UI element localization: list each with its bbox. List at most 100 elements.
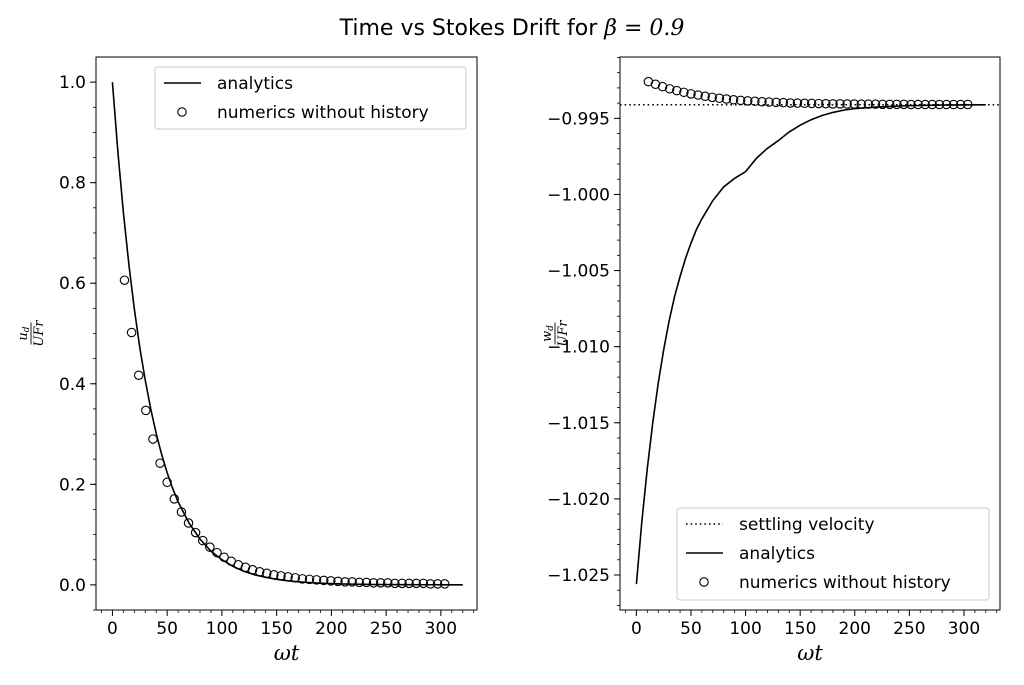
left-legend-numerics-without-history-marker [177,107,187,117]
left-numerics-without-history-point [390,578,400,589]
right-y-label-denominator: UFr [556,320,571,347]
right-x-tick-label: 50 [680,619,702,639]
right-numerics-without-history-point [700,91,710,102]
right-numerics-without-history-point [679,87,689,98]
right-numerics-without-history-point [913,99,923,110]
right-y-tick-label: −1.000 [547,185,610,205]
right-x-tick-label: 200 [839,619,871,639]
left-numerics-without-history-point [162,477,172,488]
right-numerics-without-history-point [927,99,938,110]
left-y-tick-label: 1.0 [59,73,86,93]
right-numerics-without-history-point [955,99,966,110]
left-numerics-without-history-point [240,562,251,573]
left-numerics-without-history-point [176,507,187,517]
right-legend-analytics-label: analytics [739,544,815,564]
left-numerics-without-history-point [304,574,315,585]
left-numerics-without-history-point [297,574,308,584]
left-x-tick-label: 0 [107,619,118,639]
left-numerics-without-history-point [290,573,301,583]
right-numerics-without-history-point [728,95,739,105]
right-x-tick-label: 300 [948,619,980,639]
left-y-tick-label: 0.8 [59,174,86,194]
left-numerics-without-history-point [148,434,158,444]
left-x-tick-label: 150 [260,619,292,639]
right-y-tick-label: −1.010 [547,338,610,358]
left-numerics-without-history-point [183,518,194,528]
right-numerics-without-history-point [778,97,788,108]
left-numerics-without-history-point [190,527,201,538]
left-numerics-without-history-point [276,571,286,581]
right-y-tick-label: −1.015 [547,414,610,434]
left-numerics-without-history-point [233,560,244,570]
right-numerics-without-history-point [963,99,973,110]
right-numerics-without-history-point [693,90,703,100]
left-legend-box [154,66,467,130]
left-y-axis-label: ud UFr [16,320,47,347]
left-x-tick-label: 200 [315,619,347,639]
right-x-tick-label: 0 [631,619,642,639]
right-axes-frame [619,56,1001,611]
left-numerics-without-history-point [119,275,130,285]
left-legend: analytics numerics without history [154,66,467,130]
right-numerics-without-history-point [806,98,817,109]
right-numerics-without-history-point [707,92,718,103]
right-x-tick-label: 100 [729,619,761,639]
right-numerics-without-history-point [743,96,753,106]
right-y-tick-label: −1.025 [547,566,610,586]
left-numerics-without-history-point [333,576,343,587]
right-legend: settling velocity analytics numerics witho… [676,507,990,601]
left-numerics-without-history-point [347,577,357,587]
right-numerics-without-history-point [821,98,831,109]
right-plot-panel: 0 50 100 150 200 250 300 −0.995 −1.000 −1.005 −1.0… [540,56,1001,665]
right-y-tick-label: −1.005 [547,262,610,282]
left-x-tick-label: 250 [370,619,402,639]
left-numerics-without-history-point [126,327,137,338]
right-numerics-without-history-point [757,97,767,107]
left-numerics-without-history-point [254,567,265,577]
left-numerics-without-history-point [354,577,365,588]
left-numerics-without-history-point [340,577,350,587]
right-numerics-without-history-point [686,89,696,99]
figure-title: Time vs Stokes Drift for β = 0.9 [339,16,685,41]
right-legend-settling-velocity-label: settling velocity [739,515,875,535]
right-numerics-without-history-point [664,84,675,94]
left-numerics-without-history-point [247,565,258,575]
right-numerics-without-history-point [799,98,810,109]
left-numerics-without-history-point [169,494,180,504]
figure-title-text: Time vs Stokes Drift for [339,16,605,41]
right-y-label-numerator: wd [540,325,556,342]
left-numerics-without-history-point [141,405,151,416]
right-y-axis-label: wd UFr [540,320,571,347]
left-numerics-without-history-point [269,570,279,580]
left-numerics-without-history-point [283,572,293,582]
right-numerics-without-history-point [884,99,895,110]
left-numerics-without-history-point [361,577,372,588]
left-numerics-without-history-point [383,578,393,588]
right-y-tick-label: −1.020 [547,490,610,510]
left-numerics-without-history-point [262,568,272,579]
right-legend-numerics-without-history-marker [699,577,709,587]
right-numerics-without-history-point [863,99,874,109]
right-numerics-without-history-point [813,98,824,109]
left-x-tick-label: 300 [425,619,457,639]
left-numerics-without-history-point [318,575,329,586]
right-numerics-without-history-point [906,99,916,110]
right-numerics-without-history-point [899,99,909,110]
right-plot-area [620,76,1000,585]
right-legend-box [676,507,990,601]
figure-title-math: β = 0.9 [603,16,684,41]
left-axes-frame [95,56,478,611]
left-y-tick-label: 0.2 [59,475,86,495]
left-numerics-without-history-point [439,579,450,589]
right-numerics-without-history-point [785,98,796,108]
left-numerics-without-history-point [397,578,407,589]
left-y-label-numerator: ud [16,326,32,340]
left-numerics-without-history-point [311,575,322,585]
left-y-tick-label: 0.0 [59,576,86,596]
left-numerics-without-history-point [368,578,379,588]
left-numerics-without-history-point [432,579,443,589]
left-y-label-denominator: UFr [32,320,47,347]
right-numerics-without-history-point [934,99,945,110]
left-plot-panel: 0 50 100 150 200 250 300 0.0 0.2 0.4 0.6 0.8 1.0 ωt ud… [16,56,478,665]
